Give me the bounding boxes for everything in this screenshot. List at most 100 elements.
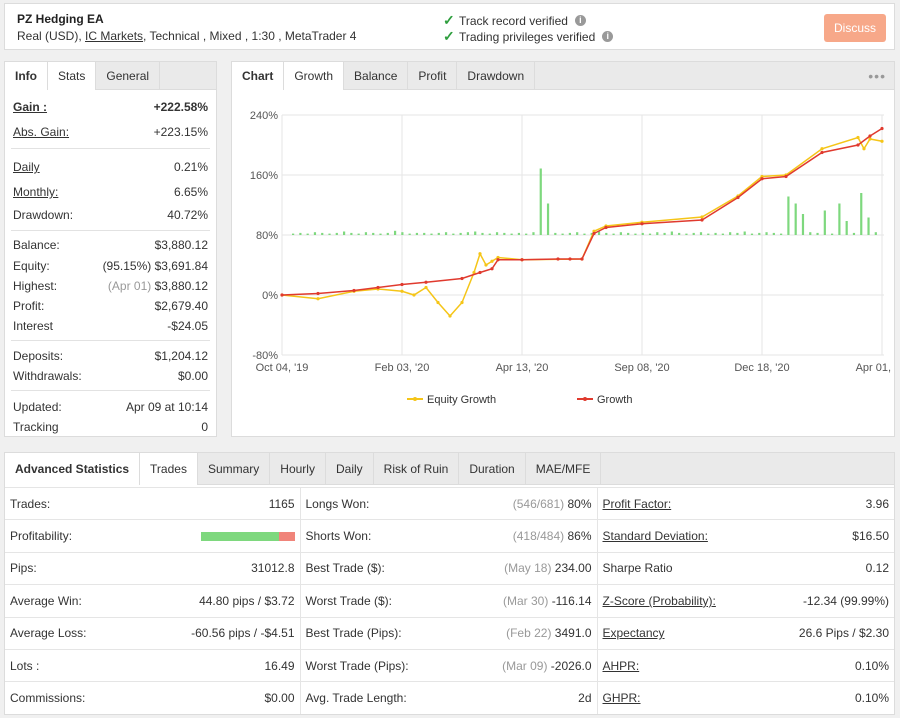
stat-label: Worst Trade ($): xyxy=(299,584,470,618)
volume-bar xyxy=(729,232,732,235)
x-tick-label: Dec 18, '20 xyxy=(734,362,789,374)
volume-bar xyxy=(459,232,462,235)
stat-number: 80% xyxy=(567,496,592,511)
tab-balance[interactable]: Balance xyxy=(344,62,409,90)
stat-updated: Updated: Apr 09 at 10:14 xyxy=(13,400,208,414)
volume-bar xyxy=(685,233,688,235)
gain-label[interactable]: Gain : xyxy=(13,100,48,114)
volume-bar xyxy=(721,233,724,235)
volume-bar xyxy=(525,233,528,235)
volume-bar xyxy=(736,232,739,235)
volume-bar xyxy=(605,232,608,235)
stat-label[interactable]: GHPR: xyxy=(596,681,757,715)
legend-label: Equity Growth xyxy=(427,394,496,406)
tracking-value: 0 xyxy=(201,420,208,434)
growth-point xyxy=(520,258,524,262)
tab-daily[interactable]: Daily xyxy=(326,453,374,485)
growth-point xyxy=(424,280,428,284)
x-tick-label: Feb 03, '20 xyxy=(375,362,430,374)
stat-value: 1165 xyxy=(152,486,300,520)
tab-profit[interactable]: Profit xyxy=(408,62,458,90)
volume-bar xyxy=(335,232,338,235)
volume-bar xyxy=(415,232,419,235)
tab-advanced-statistics[interactable]: Advanced Statistics xyxy=(5,453,141,485)
stat-label[interactable]: Z-Score (Probability): xyxy=(596,584,757,618)
daily-label[interactable]: Daily xyxy=(13,160,40,174)
tab-hourly[interactable]: Hourly xyxy=(270,453,326,485)
advanced-stats-table: Trades: 1165 Longs Won: (546/681) 80% Profit… xyxy=(5,486,894,715)
abs-gain-value: +223.15% xyxy=(153,125,208,139)
stat-label[interactable]: Standard Deviation: xyxy=(596,519,757,553)
volume-bar xyxy=(342,231,346,235)
divider xyxy=(11,390,210,391)
volume-bar xyxy=(634,233,637,235)
growth-point xyxy=(868,134,872,138)
profitability-win-fill xyxy=(200,532,279,542)
volume-bar xyxy=(874,232,877,235)
stat-monthly: Monthly: 6.65% xyxy=(13,185,208,199)
volume-bar xyxy=(867,217,870,235)
stat-abs-gain: Abs. Gain: +223.15% xyxy=(13,125,208,139)
volume-bar xyxy=(678,232,681,235)
stat-label[interactable]: AHPR: xyxy=(596,648,757,682)
stat-value: (May 18) 234.00 xyxy=(470,551,597,585)
tab-growth[interactable]: Growth xyxy=(284,62,345,90)
stat-value: (546/681) 80% xyxy=(470,486,597,520)
updated-value: Apr 09 at 10:14 xyxy=(125,400,208,414)
stat-value: (Mar 09) -2026.0 xyxy=(470,648,597,682)
legend-marker xyxy=(413,397,417,401)
info-icon[interactable]: i xyxy=(574,15,586,26)
profit-value: $2,679.40 xyxy=(154,299,208,313)
track-record-label: Track record verified xyxy=(459,13,568,28)
equity-growth-point xyxy=(448,314,452,318)
volume-bar xyxy=(481,232,484,235)
broker-link[interactable]: IC Markets xyxy=(85,29,144,43)
stat-highest: Highest: (Apr 01) $3,880.12 xyxy=(13,279,208,293)
equity-growth-point xyxy=(820,147,824,151)
volume-bar xyxy=(495,232,499,235)
tab-stats[interactable]: Stats xyxy=(48,62,97,90)
stat-drawdown: Drawdown: 40.72% xyxy=(13,208,208,222)
tab-summary[interactable]: Summary xyxy=(198,453,271,485)
tab-general[interactable]: General xyxy=(96,62,161,90)
volume-bar xyxy=(321,232,324,235)
volume-bar xyxy=(707,233,710,235)
growth-point xyxy=(640,222,644,226)
volume-bar xyxy=(670,231,673,235)
growth-point xyxy=(700,218,704,222)
volume-bar xyxy=(379,233,382,235)
monthly-label[interactable]: Monthly: xyxy=(13,185,59,199)
volume-bar xyxy=(648,233,652,235)
system-details: , Technical , Mixed , 1:30 , MetaTrader … xyxy=(143,29,357,43)
stat-label[interactable]: Expectancy xyxy=(596,616,757,650)
more-options-icon[interactable]: ••• xyxy=(868,68,886,84)
info-icon[interactable]: i xyxy=(602,31,614,42)
stat-number: 234.00 xyxy=(554,561,592,576)
stat-value: 0.12 xyxy=(757,551,894,585)
tab-info[interactable]: Info xyxy=(5,62,48,90)
trading-privileges-verified: ✓ Trading privileges verified i xyxy=(443,28,614,45)
volume-bar xyxy=(852,232,856,235)
volume-bar xyxy=(656,232,659,235)
drawdown-label: Drawdown: xyxy=(13,208,74,222)
tab-risk-of-ruin[interactable]: Risk of Ruin xyxy=(374,453,460,485)
tab-duration[interactable]: Duration xyxy=(459,453,526,485)
abs-gain-label[interactable]: Abs. Gain: xyxy=(13,125,70,139)
tab-mae-mfe[interactable]: MAE/MFE xyxy=(526,453,602,485)
volume-bar xyxy=(765,232,768,235)
growth-point xyxy=(496,258,500,262)
stat-label[interactable]: Profit Factor: xyxy=(596,486,757,520)
tab-drawdown[interactable]: Drawdown xyxy=(457,62,536,90)
chart-panel: Chart Growth Balance Profit Drawdown •••… xyxy=(231,61,895,437)
growth-point xyxy=(880,126,884,131)
growth-point xyxy=(568,257,572,261)
equity-growth-point xyxy=(700,215,704,219)
tab-chart[interactable]: Chart xyxy=(232,62,285,90)
stats-row: Profitability: Shorts Won: (418/484) 86% St… xyxy=(5,519,894,553)
equity-label: Equity: xyxy=(13,259,50,273)
volume-bar xyxy=(372,232,375,235)
tab-trades[interactable]: Trades xyxy=(140,453,198,485)
discuss-button[interactable]: Discuss xyxy=(824,14,886,42)
profitability-bar-cell xyxy=(152,519,300,553)
stat-equity: Equity: (95.15%) $3,691.84 xyxy=(13,259,208,273)
